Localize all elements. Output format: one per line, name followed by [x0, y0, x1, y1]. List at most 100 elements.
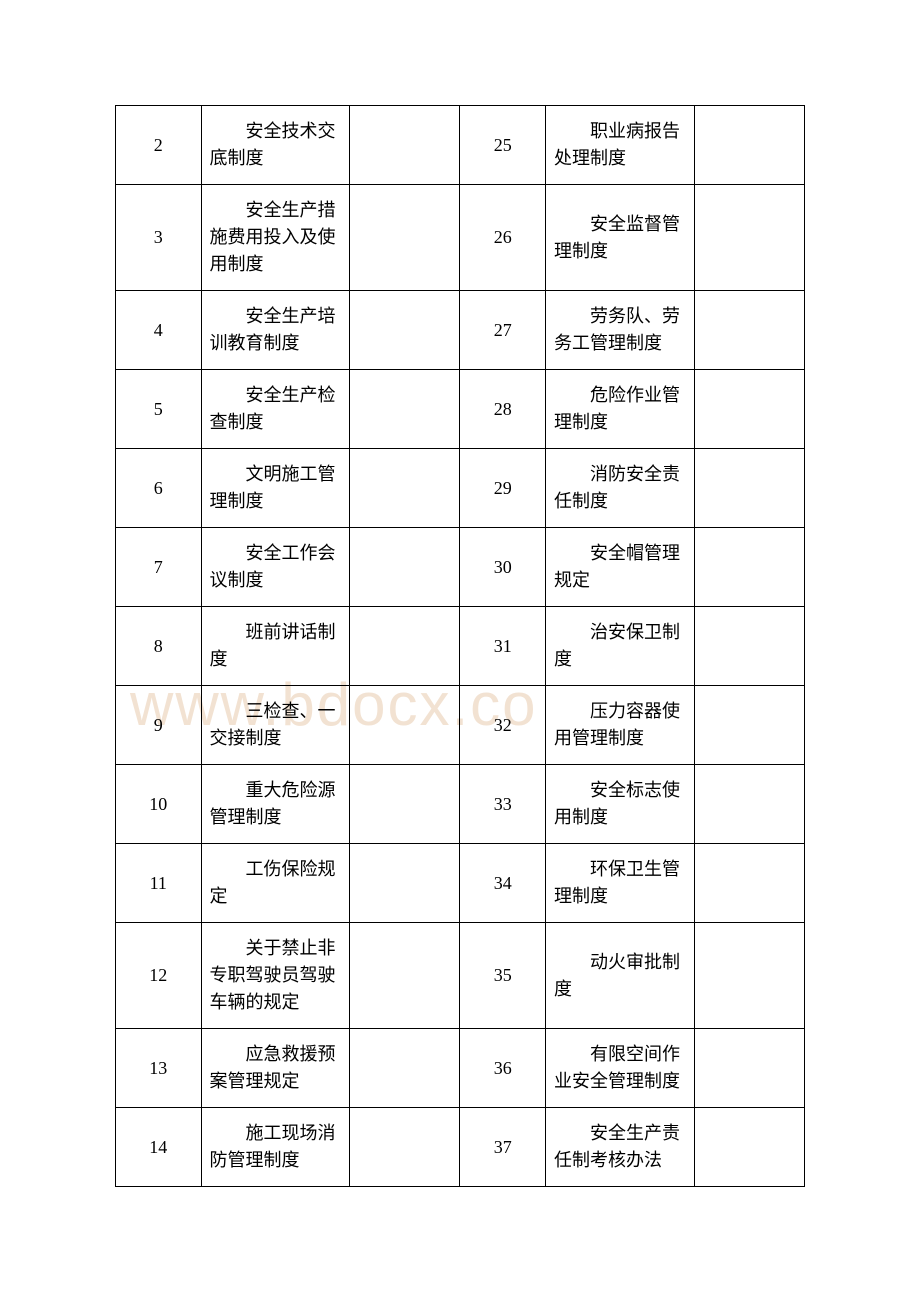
right-text-cell: 环保卫生管理制度 [545, 844, 694, 923]
left-number-cell: 8 [116, 607, 202, 686]
right-text-cell: 安全标志使用制度 [545, 765, 694, 844]
left-text-cell: 安全工作会议制度 [201, 528, 350, 607]
right-blank-cell [694, 765, 804, 844]
right-number-cell: 29 [460, 449, 546, 528]
left-blank-cell [350, 106, 460, 185]
left-text: 安全生产检查制度 [210, 382, 344, 436]
left-number-cell: 9 [116, 686, 202, 765]
table-row: 9三检查、一交接制度 32压力容器使用管理制度 [116, 686, 805, 765]
left-text-cell: 安全生产检查制度 [201, 370, 350, 449]
table-row: 2安全技术交底制度25职业病报告处理制度 [116, 106, 805, 185]
right-number-cell: 26 [460, 185, 546, 291]
left-number-cell: 3 [116, 185, 202, 291]
left-number-cell: 14 [116, 1108, 202, 1187]
right-text: 危险作业管理制度 [554, 382, 688, 436]
left-text-cell: 文明施工管理制度 [201, 449, 350, 528]
left-blank-cell [350, 607, 460, 686]
left-blank-cell [350, 765, 460, 844]
right-text: 有限空间作业安全管理制度 [554, 1041, 688, 1095]
left-number-cell: 12 [116, 923, 202, 1029]
right-text: 职业病报告处理制度 [554, 118, 688, 172]
left-text: 应急救援预案管理规定 [210, 1041, 344, 1095]
left-text-cell: 安全生产培训教育制度 [201, 291, 350, 370]
left-number-cell: 13 [116, 1029, 202, 1108]
right-text: 安全生产责任制考核办法 [554, 1120, 688, 1174]
right-blank-cell [694, 449, 804, 528]
right-text: 消防安全责任制度 [554, 461, 688, 515]
left-blank-cell [350, 291, 460, 370]
left-number-cell: 4 [116, 291, 202, 370]
left-text: 安全生产措施费用投入及使用制度 [210, 197, 344, 278]
left-text: 安全技术交底制度 [210, 118, 344, 172]
left-blank-cell [350, 686, 460, 765]
left-text: 施工现场消防管理制度 [210, 1120, 344, 1174]
left-text: 安全生产培训教育制度 [210, 303, 344, 357]
right-number-cell: 34 [460, 844, 546, 923]
right-text: 劳务队、劳务工管理制度 [554, 303, 688, 357]
left-number-cell: 7 [116, 528, 202, 607]
left-number-cell: 5 [116, 370, 202, 449]
left-blank-cell [350, 185, 460, 291]
left-text: 安全工作会议制度 [210, 540, 344, 594]
right-blank-cell [694, 185, 804, 291]
left-blank-cell [350, 1108, 460, 1187]
table-row: 6文明施工管理制度 29消防安全责任制度 [116, 449, 805, 528]
left-text: 三检查、一交接制度 [210, 698, 344, 752]
table-row: 5安全生产检查制度 28危险作业管理制度 [116, 370, 805, 449]
right-text: 安全监督管理制度 [554, 211, 688, 265]
table-row: 4安全生产培训教育制度27劳务队、劳务工管理制度 [116, 291, 805, 370]
left-blank-cell [350, 844, 460, 923]
right-text-cell: 安全生产责任制考核办法 [545, 1108, 694, 1187]
left-text: 关于禁止非专职驾驶员驾驶车辆的规定 [210, 935, 344, 1016]
left-text: 班前讲话制度 [210, 619, 344, 673]
left-number-cell: 10 [116, 765, 202, 844]
document-page: www.bdocx.co 2安全技术交底制度25职业病报告处理制度3安全生产措施… [0, 0, 920, 1292]
right-blank-cell [694, 923, 804, 1029]
left-blank-cell [350, 449, 460, 528]
left-blank-cell [350, 923, 460, 1029]
left-text-cell: 关于禁止非专职驾驶员驾驶车辆的规定 [201, 923, 350, 1029]
left-text: 重大危险源管理制度 [210, 777, 344, 831]
left-text-cell: 班前讲话制度 [201, 607, 350, 686]
right-blank-cell [694, 607, 804, 686]
right-text-cell: 治安保卫制度 [545, 607, 694, 686]
left-number-cell: 6 [116, 449, 202, 528]
content-wrapper: 2安全技术交底制度25职业病报告处理制度3安全生产措施费用投入及使用制度26安全… [115, 105, 805, 1187]
table-row: 7安全工作会议制度30安全帽管理规定 [116, 528, 805, 607]
left-number-cell: 11 [116, 844, 202, 923]
table-body: 2安全技术交底制度25职业病报告处理制度3安全生产措施费用投入及使用制度26安全… [116, 106, 805, 1187]
right-blank-cell [694, 1108, 804, 1187]
table-row: 8班前讲话制度 31治安保卫制度 [116, 607, 805, 686]
left-text: 工伤保险规定 [210, 856, 344, 910]
left-blank-cell [350, 370, 460, 449]
right-text-cell: 安全监督管理制度 [545, 185, 694, 291]
right-blank-cell [694, 528, 804, 607]
right-text-cell: 动火审批制度 [545, 923, 694, 1029]
left-text-cell: 安全生产措施费用投入及使用制度 [201, 185, 350, 291]
right-text-cell: 危险作业管理制度 [545, 370, 694, 449]
right-number-cell: 31 [460, 607, 546, 686]
table-row: 13应急救援预案管理规定36有限空间作业安全管理制度 [116, 1029, 805, 1108]
right-text: 动火审批制度 [554, 949, 688, 1003]
right-text-cell: 劳务队、劳务工管理制度 [545, 291, 694, 370]
left-text: 文明施工管理制度 [210, 461, 344, 515]
left-blank-cell [350, 1029, 460, 1108]
table-row: 11工伤保险规定 34环保卫生管理制度 [116, 844, 805, 923]
right-number-cell: 30 [460, 528, 546, 607]
right-number-cell: 25 [460, 106, 546, 185]
right-text: 环保卫生管理制度 [554, 856, 688, 910]
left-text-cell: 三检查、一交接制度 [201, 686, 350, 765]
right-text-cell: 压力容器使用管理制度 [545, 686, 694, 765]
right-text: 治安保卫制度 [554, 619, 688, 673]
right-number-cell: 28 [460, 370, 546, 449]
right-blank-cell [694, 1029, 804, 1108]
left-text-cell: 重大危险源管理制度 [201, 765, 350, 844]
right-text-cell: 有限空间作业安全管理制度 [545, 1029, 694, 1108]
right-number-cell: 32 [460, 686, 546, 765]
left-blank-cell [350, 528, 460, 607]
table-row: 14施工现场消防管理制度37安全生产责任制考核办法 [116, 1108, 805, 1187]
left-text-cell: 施工现场消防管理制度 [201, 1108, 350, 1187]
regulations-table: 2安全技术交底制度25职业病报告处理制度3安全生产措施费用投入及使用制度26安全… [115, 105, 805, 1187]
right-blank-cell [694, 291, 804, 370]
right-blank-cell [694, 106, 804, 185]
